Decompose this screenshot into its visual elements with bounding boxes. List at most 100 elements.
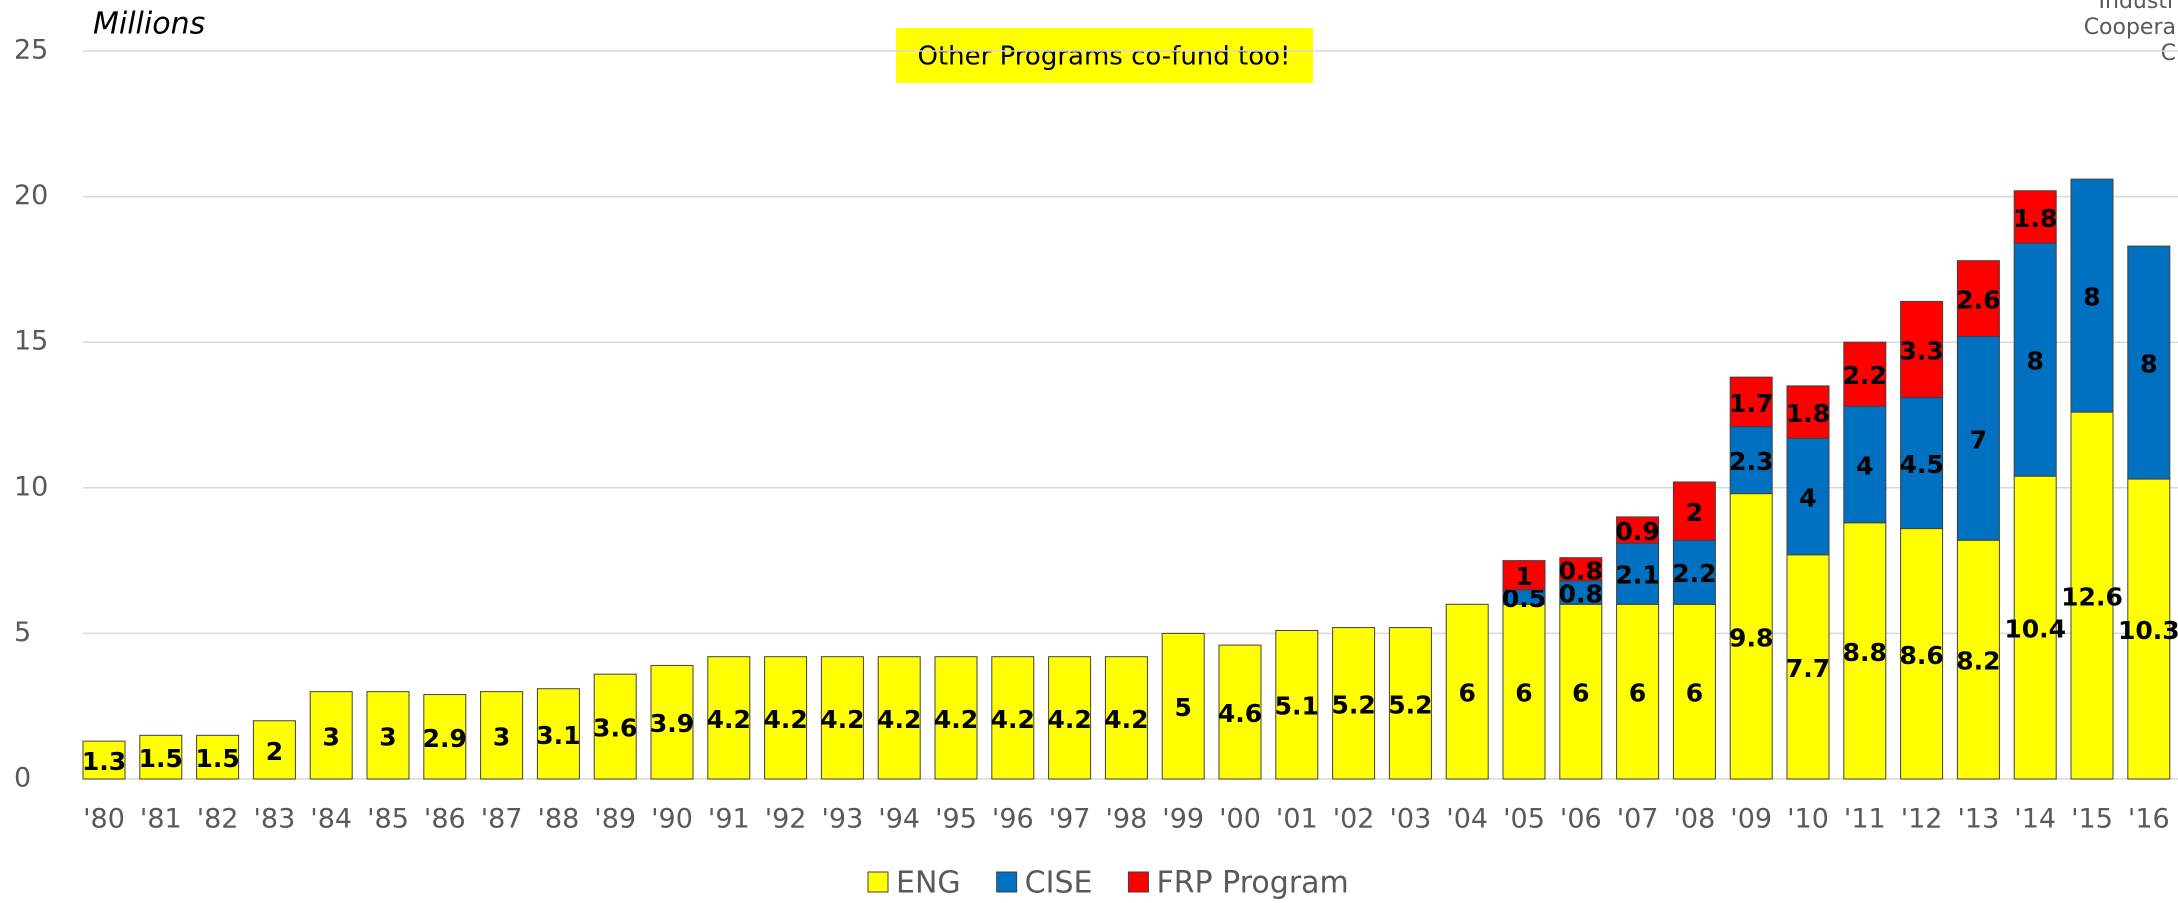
bar-segment	[536, 688, 580, 780]
x-tick-label: '01	[1276, 804, 1318, 835]
x-tick-label: '97	[1049, 804, 1091, 835]
data-label: 6	[1572, 679, 1589, 708]
bar-segment	[1786, 437, 1830, 556]
bar-segment	[480, 691, 524, 780]
data-label: 5.2	[1331, 690, 1375, 719]
legend-label: CISE	[1025, 866, 1093, 901]
data-label: 2	[1686, 498, 1703, 527]
data-label: 7	[1970, 425, 1987, 454]
bar-segment	[252, 720, 296, 780]
bar-segment	[1900, 397, 1944, 530]
x-tick-label: '11	[1844, 804, 1886, 835]
bar-segment	[1729, 376, 1773, 428]
data-label: 0.8	[1559, 580, 1603, 609]
data-label: 4.2	[1047, 705, 1091, 734]
legend-swatch	[996, 871, 1018, 893]
data-label: 6	[1515, 679, 1532, 708]
data-label: 3	[493, 722, 510, 751]
x-tick-label: '84	[310, 804, 352, 835]
y-tick-label: 10	[14, 471, 48, 502]
x-tick-label: '08	[1674, 804, 1716, 835]
bar-segment	[82, 740, 126, 780]
bar-segment	[2127, 245, 2171, 480]
bar-segment	[1048, 656, 1092, 780]
data-label: 12.6	[2061, 583, 2123, 612]
bar-segment	[366, 691, 410, 780]
x-tick-label: '89	[594, 804, 636, 835]
data-label: 4.2	[934, 705, 978, 734]
data-label: 3.3	[1899, 336, 1943, 365]
y-tick-label: 5	[14, 617, 31, 648]
data-label: 8	[2140, 350, 2157, 379]
bar-segment	[1843, 522, 1887, 780]
data-label: 3.1	[536, 721, 580, 750]
bar-segment	[1900, 300, 1944, 399]
bar-segment	[1559, 603, 1603, 780]
x-tick-label: '98	[1106, 804, 1148, 835]
x-tick-label: '16	[2128, 804, 2170, 835]
bar-segment	[593, 673, 637, 780]
x-tick-label: '02	[1333, 804, 1375, 835]
bar-segment	[1388, 627, 1432, 780]
x-tick-label: '80	[83, 804, 125, 835]
data-label: 4	[1799, 484, 1816, 513]
bar-segment	[1502, 603, 1546, 780]
data-label: 3.9	[650, 709, 694, 738]
data-label: 2.1	[1615, 561, 1659, 590]
annotation: Other Programs co-fund too!	[918, 42, 1291, 72]
bar-segment	[1786, 554, 1830, 780]
bar-segment	[2127, 478, 2171, 780]
x-tick-label: '87	[481, 804, 523, 835]
bar-segment	[764, 656, 808, 780]
data-label: 5	[1174, 693, 1191, 722]
bar-segment	[1843, 341, 1887, 407]
x-tick-label: '10	[1787, 804, 1829, 835]
bar-segment	[1786, 385, 1830, 439]
data-label: 5.1	[1275, 692, 1319, 721]
corner-text: Coopera	[2084, 15, 2176, 40]
annotation-box	[896, 28, 1313, 83]
x-tick-label: '06	[1560, 804, 1602, 835]
x-tick-label: '88	[538, 804, 580, 835]
x-tick-label: '93	[822, 804, 864, 835]
bar-segment	[1502, 560, 1546, 591]
x-tick-label: '95	[935, 804, 977, 835]
data-label: 2.9	[423, 724, 467, 753]
bar-segment	[309, 691, 353, 780]
data-label: 8.2	[1956, 647, 2000, 676]
data-label: 0.9	[1615, 517, 1659, 546]
bar-segment	[1616, 603, 1660, 780]
data-label: 1	[1515, 562, 1532, 591]
bar-segment	[1104, 656, 1148, 780]
x-tick-label: '14	[2014, 804, 2056, 835]
data-label: 1.5	[139, 744, 183, 773]
data-label: 2.2	[1672, 559, 1716, 588]
bar-segment	[1161, 632, 1205, 780]
data-label: 3.6	[593, 714, 637, 743]
bar-segment	[1729, 493, 1773, 780]
x-tick-label: '00	[1219, 804, 1261, 835]
y-tick-label: 25	[14, 35, 48, 66]
bar-segment	[1616, 516, 1660, 544]
bar-segment	[2013, 475, 2057, 780]
data-label: 9.8	[1729, 623, 1773, 652]
data-label: 3	[379, 722, 396, 751]
data-label: 2.6	[1956, 286, 2000, 315]
x-tick-label: '03	[1390, 804, 1432, 835]
data-label: 8.8	[1843, 638, 1887, 667]
x-tick-label: '09	[1730, 804, 1772, 835]
data-label: 1.5	[195, 744, 239, 773]
legend-swatch	[867, 871, 889, 893]
data-label: 6	[1458, 679, 1475, 708]
bar-segment	[1956, 260, 2000, 337]
data-label: 8.6	[1899, 641, 1943, 670]
data-label: 3	[322, 722, 339, 751]
bar-segment	[1559, 557, 1603, 582]
data-label: 2	[266, 737, 283, 766]
bar-segment	[1445, 603, 1489, 780]
x-tick-label: '81	[140, 804, 182, 835]
data-label: 4.2	[707, 705, 751, 734]
bar-segment	[707, 656, 751, 780]
bar-segment	[1729, 426, 1773, 495]
bar-segment	[2013, 190, 2057, 244]
